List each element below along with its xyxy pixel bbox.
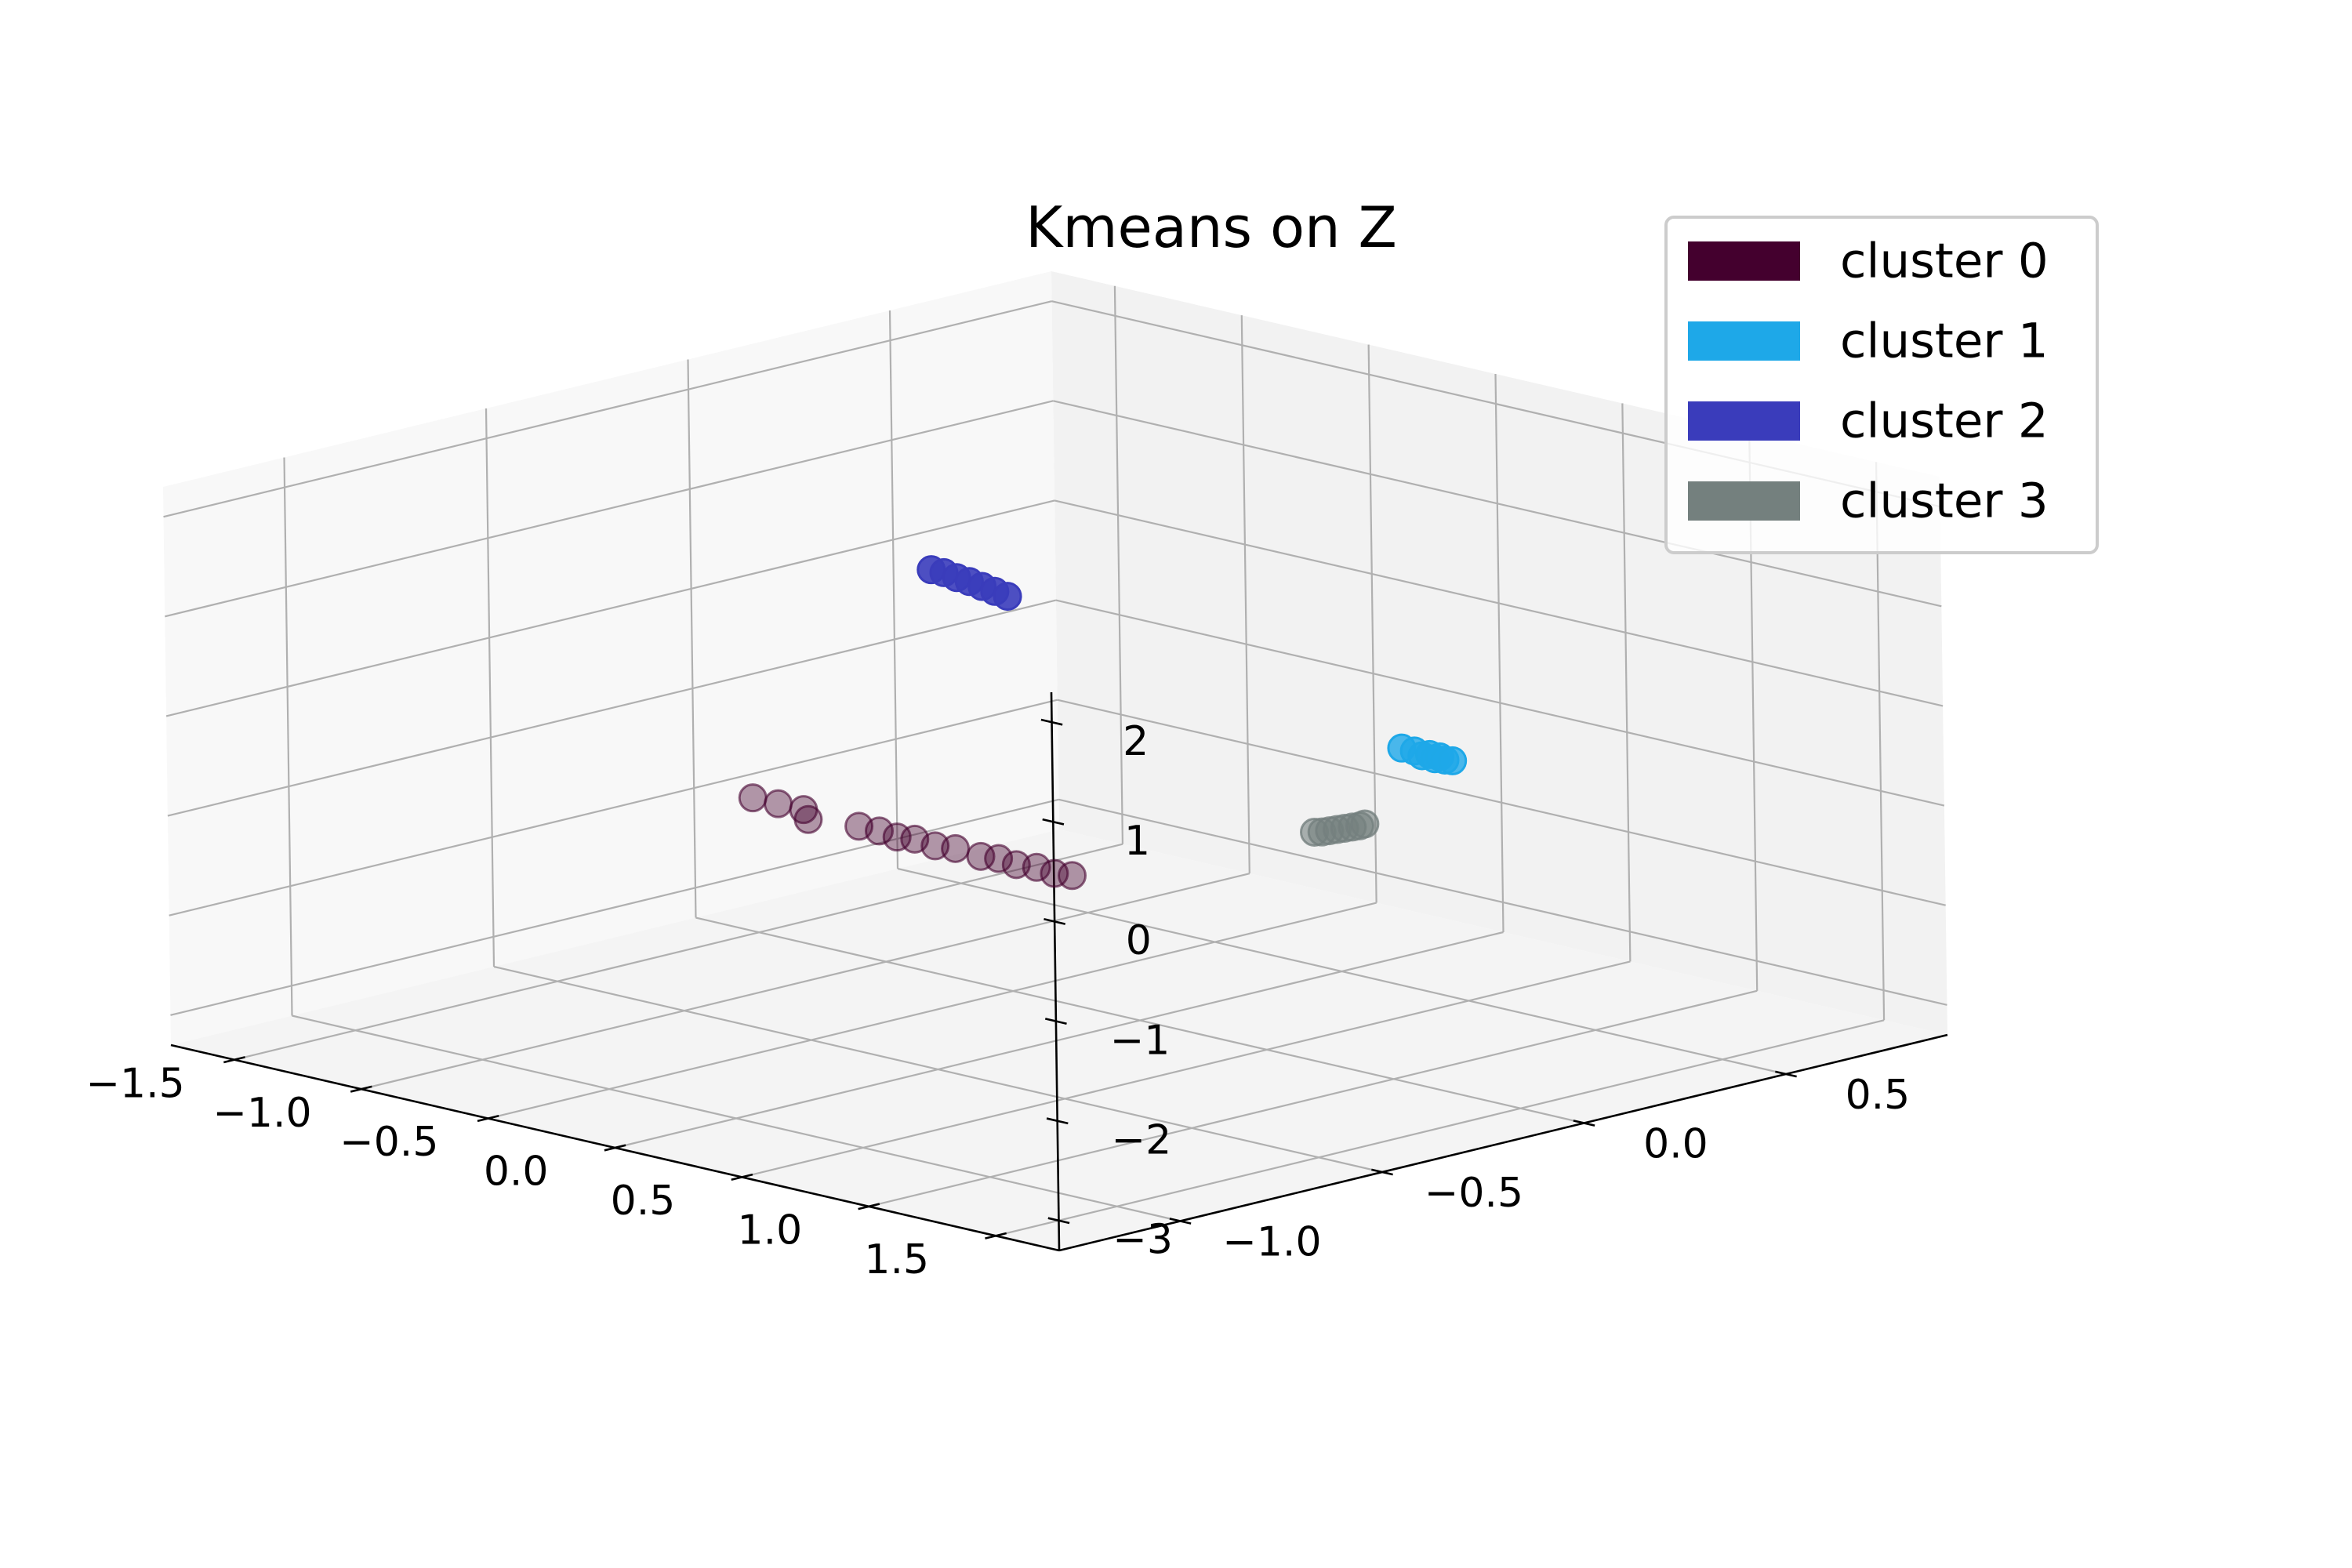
grid-x-back bbox=[1621, 403, 1632, 962]
grid-y-floor bbox=[493, 965, 1383, 1174]
y-axis-tick-label: −0.5 bbox=[1425, 1170, 1523, 1217]
z-axis-tick bbox=[1040, 718, 1063, 726]
x-axis-tick bbox=[223, 1056, 245, 1064]
scatter-points bbox=[738, 555, 1468, 891]
point-cluster-0 bbox=[1022, 852, 1051, 882]
point-cluster-0 bbox=[764, 789, 793, 818]
x-axis-tick-label: 0.5 bbox=[611, 1178, 676, 1225]
point-cluster-0 bbox=[941, 833, 971, 863]
grid-z-back bbox=[1058, 798, 1947, 1006]
grid-x-floor bbox=[361, 873, 1250, 1091]
x-axis-tick-label: −1.0 bbox=[212, 1090, 311, 1137]
grid-x-back bbox=[1494, 373, 1504, 933]
y-axis-tick-label: 0.0 bbox=[1643, 1121, 1708, 1168]
grid-z-left bbox=[165, 499, 1055, 717]
z-axis-tick bbox=[1046, 1117, 1069, 1125]
x-axis-tick-label: 1.5 bbox=[864, 1236, 929, 1283]
grid-z-back bbox=[1053, 400, 1942, 608]
legend-label-3: cluster 3 bbox=[1840, 474, 2049, 529]
grid-z-back bbox=[1054, 499, 1944, 707]
series-2 bbox=[916, 555, 1022, 612]
legend-label-2: cluster 2 bbox=[1840, 394, 2049, 449]
grid-z-left bbox=[163, 300, 1052, 518]
z-axis-tick-label: −3 bbox=[1112, 1217, 1173, 1264]
point-cluster-0 bbox=[1058, 861, 1087, 891]
grid-z-left bbox=[167, 599, 1057, 817]
grid-z-left bbox=[165, 400, 1054, 618]
z-axis-tick bbox=[1042, 818, 1065, 826]
x-axis-tick bbox=[731, 1173, 753, 1181]
y-axis-line bbox=[1058, 1033, 1948, 1252]
x-axis-tick-label: −1.5 bbox=[85, 1060, 184, 1107]
x-axis-tick bbox=[350, 1085, 372, 1093]
y-axis-tick-label: −1.0 bbox=[1222, 1219, 1321, 1266]
x-axis-tick-label: 1.0 bbox=[738, 1207, 803, 1254]
grid-x-back bbox=[1875, 462, 1886, 1021]
z-axis-tick-label: −2 bbox=[1112, 1116, 1172, 1163]
point-cluster-2 bbox=[993, 582, 1022, 612]
grid-x-floor bbox=[868, 989, 1758, 1207]
grid-x-back bbox=[1113, 285, 1124, 844]
series-3 bbox=[1299, 809, 1380, 847]
x-axis-tick bbox=[604, 1144, 626, 1152]
grid-y-floor bbox=[695, 916, 1584, 1124]
y-axis-tick bbox=[1169, 1218, 1192, 1225]
series-1 bbox=[1387, 733, 1468, 775]
z-axis-tick-label: −1 bbox=[1110, 1017, 1171, 1064]
grid-x-back bbox=[1367, 344, 1377, 903]
grid-y-left bbox=[485, 408, 495, 967]
point-cluster-0 bbox=[864, 816, 894, 846]
grid-x-floor bbox=[234, 843, 1123, 1061]
z-axis-tick bbox=[1044, 918, 1066, 925]
z-axis-tick bbox=[1047, 1217, 1070, 1225]
legend-swatch-0 bbox=[1688, 241, 1800, 281]
grid-x-floor bbox=[615, 931, 1504, 1149]
grid-x-floor bbox=[742, 960, 1631, 1178]
x-axis-tick bbox=[477, 1115, 499, 1123]
y-axis-tick bbox=[1371, 1168, 1393, 1176]
tick-labels: −1.5 −1.0 −0.5 0.0 0.5 1.0 1.5 −1.0 −0.5 0.0 0.5 −3… bbox=[85, 718, 1910, 1283]
z-axis-tick-label: 0 bbox=[1126, 917, 1152, 964]
legend-label-1: cluster 1 bbox=[1840, 314, 2049, 369]
grid-y-floor bbox=[292, 1014, 1181, 1222]
z-axis-tick bbox=[1044, 1018, 1067, 1025]
point-cluster-3 bbox=[1350, 809, 1380, 839]
grid-x-back bbox=[1240, 315, 1250, 874]
legend-swatch-2 bbox=[1688, 401, 1800, 441]
legend-label-0: cluster 0 bbox=[1840, 234, 2049, 289]
legend-swatch-1 bbox=[1688, 321, 1800, 361]
z-axis-tick-label: 2 bbox=[1123, 718, 1149, 765]
point-cluster-0 bbox=[738, 783, 768, 813]
legend-swatch-3 bbox=[1688, 481, 1800, 521]
grid-y-floor bbox=[897, 867, 1787, 1076]
x-axis-tick-label: −0.5 bbox=[339, 1119, 438, 1166]
y-axis-tick bbox=[1573, 1120, 1595, 1127]
z-axis-line bbox=[1050, 691, 1061, 1251]
z-axis-tick-label: 1 bbox=[1124, 818, 1150, 865]
grid-z-left bbox=[169, 699, 1058, 916]
point-cluster-1 bbox=[1438, 746, 1468, 775]
x-axis-tick bbox=[858, 1203, 880, 1210]
grid-lines bbox=[163, 285, 1947, 1237]
grid-y-left bbox=[687, 359, 697, 918]
y-axis-tick bbox=[1775, 1070, 1797, 1078]
point-cluster-0 bbox=[984, 844, 1014, 873]
x-axis-tick bbox=[985, 1232, 1007, 1240]
tick-marks bbox=[223, 718, 1797, 1240]
legend-frame bbox=[1664, 216, 2099, 554]
x-axis-tick-label: 0.0 bbox=[484, 1149, 549, 1196]
grid-y-left bbox=[283, 457, 293, 1016]
grid-z-back bbox=[1055, 599, 1945, 807]
y-axis-tick-label: 0.5 bbox=[1846, 1072, 1911, 1119]
series-0 bbox=[738, 783, 1087, 891]
point-cluster-0 bbox=[793, 804, 823, 834]
grid-y-left bbox=[888, 310, 899, 869]
grid-x-floor bbox=[995, 1019, 1885, 1237]
chart-title: Kmeans on Z bbox=[1025, 194, 1397, 260]
left-pane bbox=[163, 271, 1059, 1045]
grid-z-back bbox=[1057, 699, 1946, 906]
grid-x-floor bbox=[488, 902, 1377, 1120]
legend: cluster 0 cluster 1 cluster 2 cluster 3 bbox=[1664, 216, 2099, 554]
